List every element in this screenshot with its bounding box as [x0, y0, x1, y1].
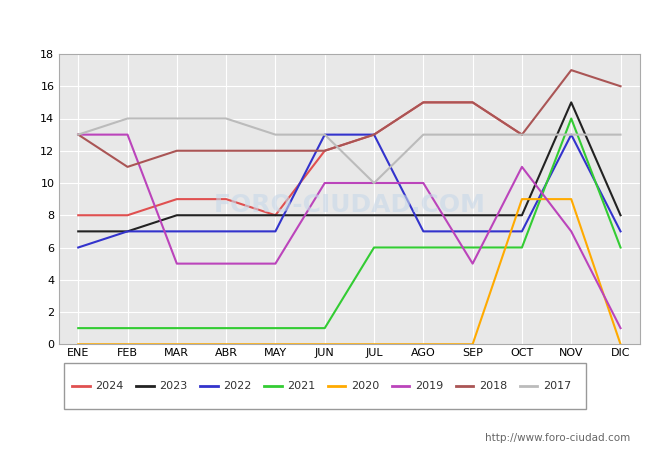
Text: 2024: 2024	[95, 381, 124, 391]
Text: 2020: 2020	[351, 381, 379, 391]
Text: 2018: 2018	[478, 381, 507, 391]
Text: 2017: 2017	[543, 381, 571, 391]
Text: 2021: 2021	[287, 381, 315, 391]
FancyBboxPatch shape	[64, 363, 586, 409]
Text: 2023: 2023	[159, 381, 187, 391]
Text: 2019: 2019	[415, 381, 443, 391]
Text: FORO-CIUDAD.COM: FORO-CIUDAD.COM	[213, 193, 486, 217]
Text: 2022: 2022	[223, 381, 252, 391]
Text: Afiliados en Nalec a 31/5/2024: Afiliados en Nalec a 31/5/2024	[187, 14, 463, 33]
Text: http://www.foro-ciudad.com: http://www.foro-ciudad.com	[486, 433, 630, 443]
